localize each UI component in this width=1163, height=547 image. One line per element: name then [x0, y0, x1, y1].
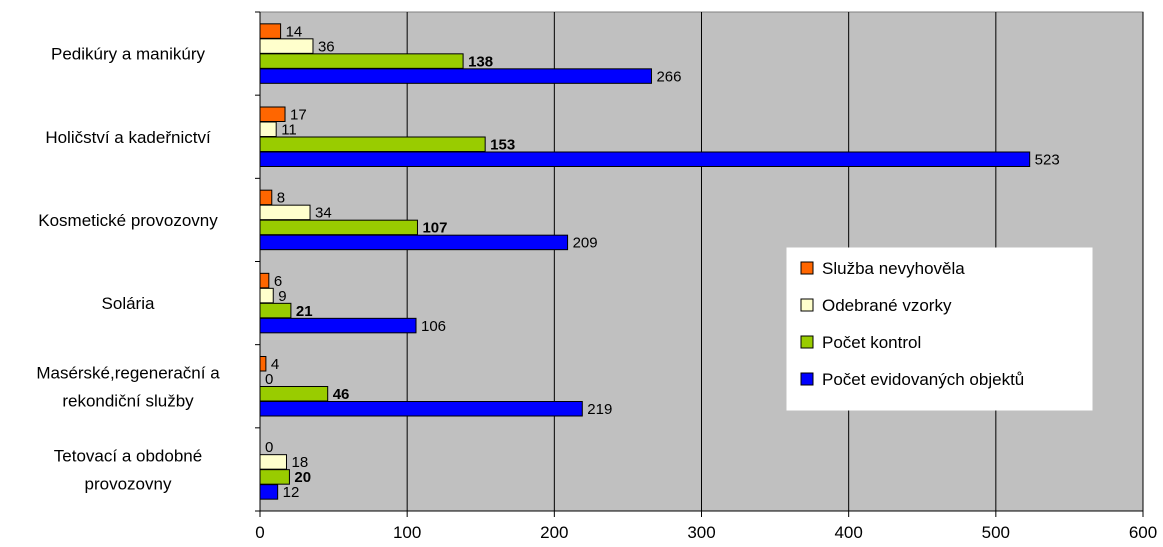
category-labels: Pedikúry a manikúry Holičství a kadeřnict… — [36, 45, 220, 494]
bar — [259, 454, 287, 470]
bar — [259, 53, 464, 69]
category-label: Holičství a kadeřnictví — [45, 128, 211, 147]
data-label: 34 — [315, 205, 332, 222]
bar — [259, 469, 290, 485]
gridlines — [255, 11, 1144, 517]
bar — [259, 356, 267, 372]
data-label: 11 — [281, 122, 297, 139]
data-label: 17 — [290, 107, 307, 124]
legend-swatch — [800, 261, 814, 275]
data-label: 106 — [421, 318, 446, 335]
category-label: Kosmetické provozovny — [38, 211, 218, 230]
bar — [259, 204, 311, 221]
bar — [259, 68, 652, 84]
data-label: 6 — [274, 273, 282, 290]
data-label: 9 — [278, 288, 286, 305]
data-label: 153 — [490, 137, 515, 154]
bar — [259, 272, 270, 289]
bar — [259, 317, 417, 334]
bar — [259, 219, 418, 236]
legend-swatch — [800, 335, 814, 349]
bar — [259, 234, 569, 251]
legend-label: Počet evidovaných objektů — [822, 370, 1024, 389]
bar — [259, 484, 279, 500]
data-label: 14 — [286, 23, 303, 40]
category-label: Pedikúry a manikúry — [51, 45, 206, 64]
legend-label: Služba nevyhověla — [822, 259, 965, 278]
bar — [259, 106, 286, 122]
x-tick-label: 500 — [982, 523, 1010, 542]
bar — [259, 287, 274, 304]
legend-label: Počet kontrol — [822, 333, 921, 352]
data-label: 12 — [283, 484, 300, 501]
bar — [259, 189, 273, 206]
category-label: Tetovací a obdobné provozovny — [54, 446, 202, 493]
data-label: 138 — [468, 53, 493, 70]
data-label: 523 — [1035, 152, 1060, 169]
data-label: 8 — [277, 190, 285, 207]
x-tick-label: 0 — [255, 523, 264, 542]
bar — [259, 302, 292, 319]
data-label: 107 — [422, 220, 447, 237]
legend: Služba nevyhověla Odebrané vzorky Počet ko… — [786, 247, 1093, 411]
data-label: 18 — [291, 454, 308, 471]
legend-box — [786, 247, 1093, 411]
data-label: 219 — [587, 401, 612, 418]
x-axis-ticks: 0 100 200 300 400 500 600 — [255, 511, 1157, 542]
legend-swatch — [800, 372, 814, 386]
data-label: 20 — [294, 469, 311, 486]
data-label: 21 — [296, 303, 313, 320]
category-label: Masérské,regenerační a rekondiční služby — [36, 363, 220, 410]
data-label: 209 — [573, 235, 598, 252]
bar — [259, 38, 314, 54]
data-label: 36 — [318, 38, 335, 55]
data-label: 4 — [271, 356, 279, 373]
bar — [259, 121, 277, 137]
x-tick-label: 400 — [834, 523, 862, 542]
data-label: 266 — [656, 68, 681, 85]
category-label: Solária — [102, 294, 155, 313]
x-tick-label: 200 — [540, 523, 568, 542]
bar — [259, 401, 583, 417]
x-tick-label: 600 — [1129, 523, 1157, 542]
bars — [259, 23, 1031, 500]
bar — [259, 386, 329, 402]
data-label: 46 — [333, 386, 350, 403]
x-tick-label: 100 — [393, 523, 421, 542]
bar — [259, 136, 486, 152]
legend-label: Odebrané vzorky — [822, 296, 952, 315]
data-label: 0 — [265, 439, 273, 456]
data-labels: 1436138266171115352383410720969211064046… — [265, 23, 1060, 501]
legend-swatch — [800, 298, 814, 312]
data-label: 0 — [265, 371, 273, 388]
x-tick-label: 300 — [687, 523, 715, 542]
bar — [259, 23, 282, 39]
bar — [259, 151, 1031, 167]
